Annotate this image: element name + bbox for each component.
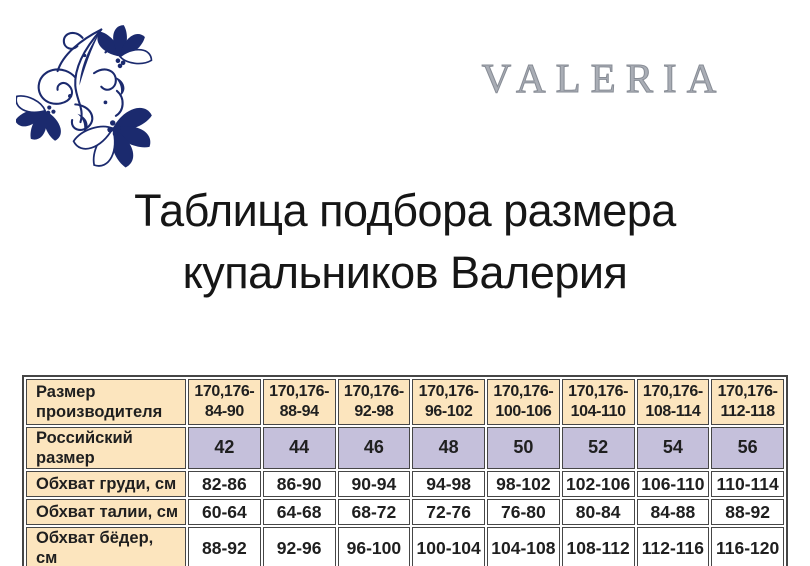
- row-label-russian-size: Российский размер: [26, 427, 186, 470]
- table-cell: 170,176- 112-118: [711, 379, 784, 425]
- table-cell: 96-100: [337, 527, 411, 566]
- table-cell: 116-120: [711, 527, 784, 566]
- table-cell: 56: [711, 427, 784, 470]
- table-cell: 46: [337, 427, 411, 470]
- table-cell: 84-88: [636, 499, 710, 526]
- table-cell: 94-98: [412, 471, 485, 498]
- table-row-russian-size: Российский размер 42 44 46 48 50 52 54 5…: [26, 427, 784, 470]
- table-cell: 48: [412, 427, 485, 470]
- table-cell: 76-80: [487, 499, 560, 526]
- table-cell: 106-110: [636, 471, 710, 498]
- table-cell: 44: [262, 427, 336, 470]
- page-title: Таблица подбора размера купальников Валер…: [0, 180, 810, 304]
- table-row-hips: Обхват бёдер, см 88-92 92-96 96-100 100-…: [26, 527, 784, 566]
- flower-bottom-left: [16, 95, 61, 141]
- table-cell: 68-72: [337, 499, 411, 526]
- table-cell: 82-86: [188, 471, 261, 498]
- row-label-manufacturer-size: Размер производителя: [26, 379, 186, 425]
- brand-wordmark: VALERIA: [481, 55, 727, 102]
- page-title-line2: купальников Валерия: [182, 247, 628, 298]
- table-cell: 112-116: [636, 527, 710, 566]
- table-cell: 102-106: [561, 471, 635, 498]
- table-cell: 104-108: [487, 527, 560, 566]
- table-cell: 64-68: [262, 499, 336, 526]
- table-row-chest: Обхват груди, см 82-86 86-90 90-94 94-98…: [26, 471, 784, 498]
- table-cell: 170,176- 96-102: [412, 379, 485, 425]
- table-cell: 170,176- 92-98: [337, 379, 411, 425]
- table-cell: 170,176- 100-106: [487, 379, 560, 425]
- table-cell: 88-92: [188, 527, 261, 566]
- table-row-waist: Обхват талии, см 60-64 64-68 68-72 72-76…: [26, 499, 784, 526]
- table-cell: 100-104: [412, 527, 485, 566]
- table-cell: 170,176- 88-94: [262, 379, 336, 425]
- table-cell: 108-112: [561, 527, 635, 566]
- table-cell: 86-90: [262, 471, 336, 498]
- table-cell: 98-102: [487, 471, 560, 498]
- table-cell: 60-64: [188, 499, 261, 526]
- table-cell: 50: [487, 427, 560, 470]
- row-label-hips: Обхват бёдер, см: [26, 527, 186, 566]
- table-cell: 110-114: [711, 471, 784, 498]
- table-cell: 52: [561, 427, 635, 470]
- row-label-waist: Обхват талии, см: [26, 499, 186, 526]
- table-cell: 170,176- 84-90: [188, 379, 261, 425]
- table-cell: 54: [636, 427, 710, 470]
- table-cell: 170,176- 104-110: [561, 379, 635, 425]
- table-cell: 92-96: [262, 527, 336, 566]
- size-table: Размер производителя 170,176- 84-90 170,…: [22, 375, 788, 566]
- table-cell: 42: [188, 427, 261, 470]
- table-cell: 80-84: [561, 499, 635, 526]
- table-cell: 88-92: [711, 499, 784, 526]
- floral-ornament-logo: [16, 25, 153, 168]
- row-label-chest: Обхват груди, см: [26, 471, 186, 498]
- table-row-manufacturer-size: Размер производителя 170,176- 84-90 170,…: [26, 379, 784, 425]
- table-cell: 170,176- 108-114: [636, 379, 710, 425]
- page-title-line1: Таблица подбора размера: [134, 185, 676, 236]
- table-cell: 90-94: [337, 471, 411, 498]
- table-cell: 72-76: [412, 499, 485, 526]
- flower-top-right: [97, 25, 153, 69]
- flower-bottom-right: [72, 107, 152, 168]
